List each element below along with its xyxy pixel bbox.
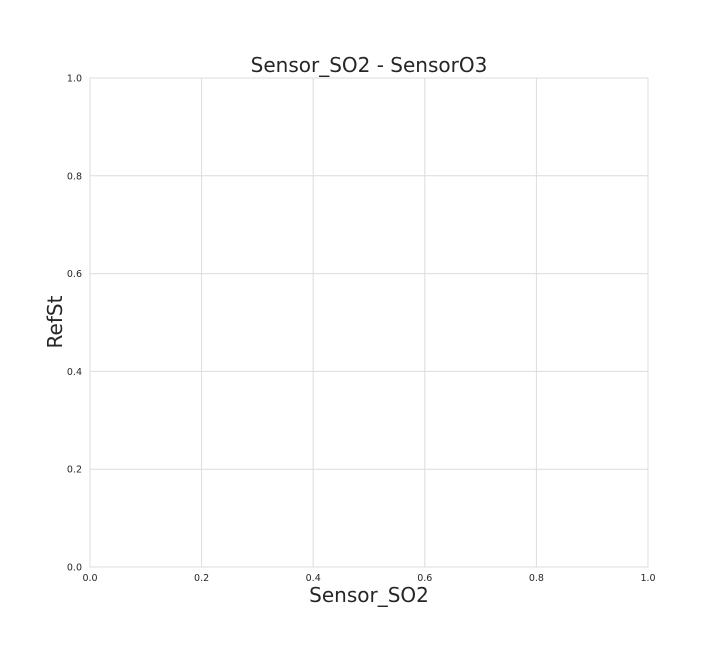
x-tick-label: 0.2 [194, 573, 209, 584]
y-tick-label: 0.0 [67, 563, 82, 574]
tick-labels: 0.0 0.2 0.4 0.6 0.8 1.0 0.0 0.2 0.4 0.6 0.8 1.0 [67, 74, 656, 585]
y-axis-label: RefSt [43, 295, 67, 348]
chart-title: Sensor_SO2 - SensorO3 [251, 53, 488, 77]
x-tick-label: 0.6 [417, 573, 432, 584]
y-tick-label: 0.4 [67, 367, 82, 378]
y-tick-label: 0.8 [67, 171, 82, 182]
grid-layer [89, 77, 649, 568]
y-tick-label: 1.0 [67, 74, 82, 85]
x-tick-label: 0.4 [306, 573, 321, 584]
x-tick-label: 1.0 [640, 573, 655, 584]
y-tick-label: 0.2 [67, 465, 82, 476]
y-tick-label: 0.6 [67, 269, 82, 280]
plot-area-frame [89, 77, 649, 568]
x-tick-label: 0.0 [82, 573, 97, 584]
x-tick-label: 0.8 [529, 573, 544, 584]
x-axis-label: Sensor_SO2 [309, 583, 429, 607]
